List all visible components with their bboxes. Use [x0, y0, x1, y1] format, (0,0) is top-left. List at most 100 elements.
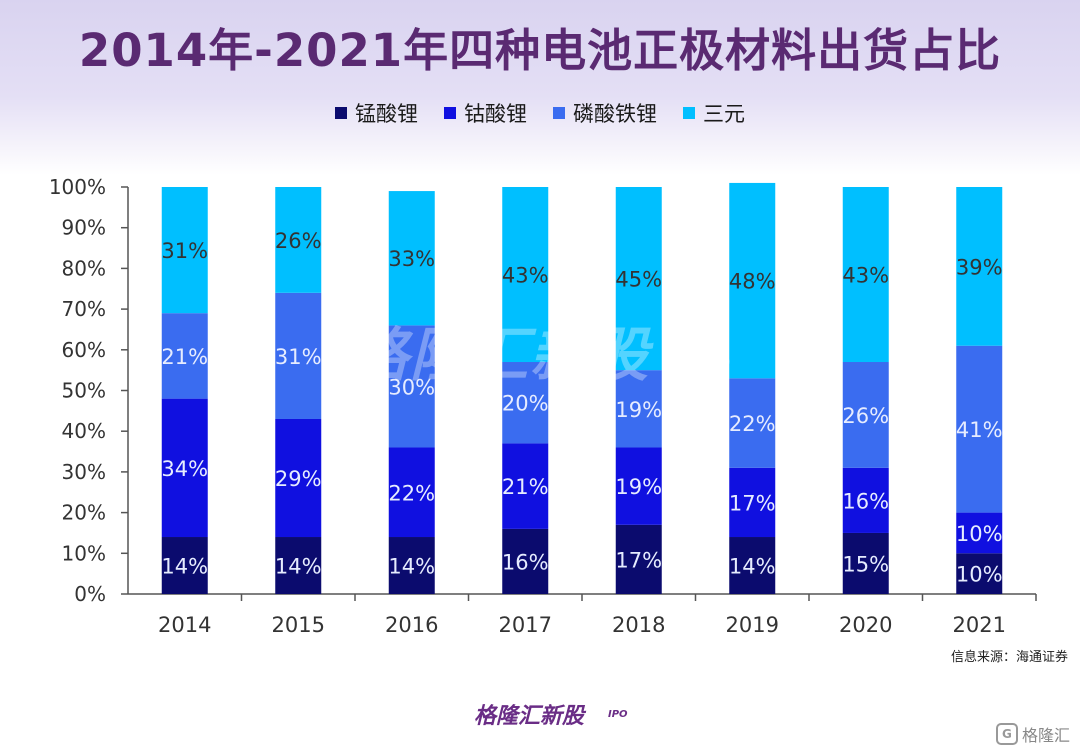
- corner-logo-text: 格隆汇: [1021, 726, 1070, 745]
- footer-ipo: IPO: [608, 709, 628, 720]
- legend-swatch-ternary: [683, 107, 695, 119]
- bar-segment: [842, 532, 889, 594]
- legend-label-ternary: 三元: [703, 102, 745, 126]
- legend-label-lfp: 磷酸铁锂: [573, 102, 657, 126]
- x-tick-label: 2019: [726, 613, 779, 637]
- data-label: 19%: [615, 475, 662, 499]
- bar-segment: [729, 182, 776, 379]
- bar-segment: [842, 187, 889, 363]
- y-tick-label: 70%: [62, 297, 106, 321]
- data-label: 31%: [275, 345, 322, 369]
- data-label: 45%: [615, 268, 662, 292]
- chart-legend: 锰酸锂 钴酸锂 磷酸铁锂 三元: [0, 98, 1080, 128]
- bar-segment: [615, 524, 662, 594]
- y-tick-label: 50%: [62, 379, 106, 403]
- bar-segment: [729, 467, 776, 538]
- bar-segment: [502, 362, 549, 444]
- bar-segment: [956, 187, 1003, 346]
- bar-segment: [161, 537, 208, 594]
- data-label: 10%: [956, 563, 1003, 587]
- logo-icon: G: [995, 723, 1018, 745]
- x-tick-label: 2014: [158, 613, 211, 637]
- bar-segment: [388, 191, 435, 326]
- bar-segment: [388, 447, 435, 538]
- bar-segment: [275, 418, 322, 538]
- bar-segment: [388, 325, 435, 448]
- legend-item-ternary: 三元: [683, 98, 745, 128]
- data-label: 29%: [275, 467, 322, 491]
- bar-segment: [615, 447, 662, 525]
- bar-segment: [615, 187, 662, 371]
- bar-segment: [502, 187, 549, 363]
- bar-segment: [388, 537, 435, 594]
- bar-segment: [161, 313, 208, 399]
- bar-segment: [275, 187, 322, 293]
- bar-segment: [275, 537, 322, 594]
- data-label: 30%: [388, 375, 435, 399]
- data-label: 48%: [729, 270, 776, 294]
- y-tick-label: 60%: [62, 338, 106, 362]
- data-label: 20%: [502, 392, 549, 416]
- page-title: 2014年-2021年四种电池正极材料出货占比: [78, 24, 1002, 77]
- data-label: 14%: [729, 555, 776, 579]
- bar-segment: [842, 362, 889, 468]
- bar-segment: [615, 370, 662, 448]
- bar-segment: [502, 528, 549, 594]
- legend-swatch-lfp: [553, 107, 565, 119]
- data-label: 22%: [729, 412, 776, 436]
- data-label: 21%: [161, 345, 208, 369]
- x-tick-label: 2016: [385, 613, 438, 637]
- data-label: 16%: [502, 550, 549, 574]
- x-tick-label: 2015: [272, 613, 325, 637]
- legend-swatch-cobaltate: [444, 107, 456, 119]
- bar-segment: [161, 187, 208, 314]
- bar-segment: [275, 292, 322, 419]
- y-tick-label: 10%: [62, 541, 106, 565]
- data-label: 22%: [388, 481, 435, 505]
- bar-segment: [729, 537, 776, 594]
- y-tick-label: 80%: [62, 256, 106, 280]
- data-label: 21%: [502, 475, 549, 499]
- data-label: 19%: [615, 398, 662, 422]
- data-label: 14%: [388, 555, 435, 579]
- legend-label-cobaltate: 钴酸锂: [464, 102, 527, 126]
- y-tick-label: 100%: [49, 175, 106, 199]
- bar-segment: [956, 553, 1003, 594]
- legend-item-lfp: 磷酸铁锂: [553, 98, 657, 128]
- data-label: 39%: [956, 255, 1003, 279]
- data-label: 43%: [502, 264, 549, 288]
- data-label: 15%: [842, 552, 889, 576]
- legend-label-manganate: 锰酸锂: [355, 102, 418, 126]
- data-label: 31%: [161, 239, 208, 263]
- corner-logo: G 格隆汇: [995, 722, 1070, 746]
- bar-segment: [842, 467, 889, 533]
- data-label: 41%: [956, 418, 1003, 442]
- x-tick-label: 2017: [499, 613, 552, 637]
- watermark-ipo: IPO: [697, 354, 731, 374]
- data-label: 14%: [275, 555, 322, 579]
- legend-swatch-manganate: [335, 107, 347, 119]
- data-label: 14%: [161, 555, 208, 579]
- data-label: 26%: [275, 229, 322, 253]
- bar-segment: [161, 398, 208, 538]
- x-tick-label: 2021: [953, 613, 1006, 637]
- y-tick-label: 30%: [62, 460, 106, 484]
- legend-item-cobaltate: 钴酸锂: [444, 98, 527, 128]
- bar-segment: [729, 378, 776, 468]
- data-label: 17%: [729, 491, 776, 515]
- bar-segment: [502, 443, 549, 529]
- bar-segment: [956, 345, 1003, 513]
- x-tick-label: 2018: [612, 613, 665, 637]
- header-band: [0, 0, 1080, 175]
- y-tick-label: 20%: [62, 501, 106, 525]
- x-tick-label: 2020: [839, 613, 892, 637]
- y-tick-label: 40%: [62, 419, 106, 443]
- legend-item-manganate: 锰酸锂: [335, 98, 418, 128]
- data-label: 34%: [161, 457, 208, 481]
- y-tick-label: 90%: [62, 216, 106, 240]
- data-label: 17%: [615, 548, 662, 572]
- data-label: 33%: [388, 247, 435, 271]
- data-label: 43%: [842, 264, 889, 288]
- data-label: 26%: [842, 404, 889, 428]
